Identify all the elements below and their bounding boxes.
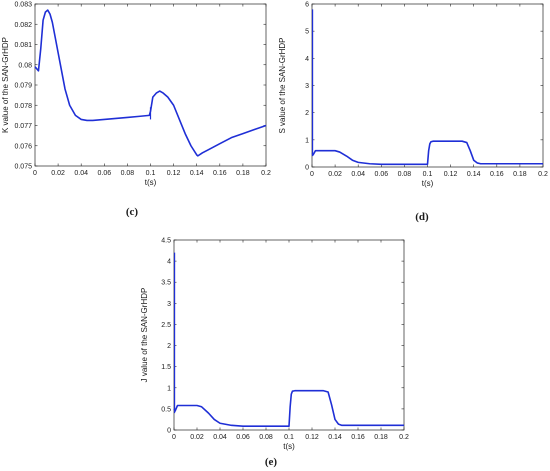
x-tick-label: 0.08: [259, 434, 273, 441]
y-tick-label: 3.5: [161, 280, 171, 287]
x-tick-label: 0: [172, 434, 176, 441]
panel-label: (d): [415, 211, 429, 223]
y-tick-label: 0.083: [14, 2, 32, 9]
x-tick-label: 0.06: [97, 170, 111, 177]
x-tick-label: 0.02: [190, 434, 204, 441]
x-tick-label: 0: [310, 171, 314, 178]
x-tick-label: 0.02: [328, 171, 342, 178]
x-tick-label: 0.04: [213, 434, 227, 441]
x-tick-label: 0.18: [374, 434, 388, 441]
y-tick-label: 4: [167, 259, 171, 266]
y-tick-label: 4.5: [161, 238, 171, 245]
x-tick-label: 0.02: [51, 170, 65, 177]
y-tick-label: 0.078: [14, 103, 32, 110]
x-tick-label: 0.16: [490, 171, 504, 178]
y-tick-label: 2: [167, 343, 171, 350]
series-line: [311, 140, 543, 166]
plot-frame: [311, 3, 544, 168]
y-tick-label: 1: [305, 137, 309, 144]
y-tick-label: 0.5: [161, 406, 171, 413]
series-line: [34, 9, 267, 157]
x-tick-label: 0.04: [74, 170, 88, 177]
x-axis-label: t(s): [422, 179, 434, 188]
x-tick-label: 0.16: [213, 170, 227, 177]
x-tick-label: 0.2: [538, 171, 548, 178]
x-tick-label: 0.12: [305, 434, 319, 441]
y-tick-label: 5: [305, 29, 309, 36]
panel-label: (e): [265, 456, 278, 468]
x-tick-label: 0.04: [351, 171, 365, 178]
x-tick-label: 0.16: [351, 434, 365, 441]
x-tick-label: 0.2: [261, 170, 271, 177]
y-tick-label: 1.5: [161, 364, 171, 371]
x-tick-label: 0.06: [374, 171, 388, 178]
y-axis-label: S value of the SAN-GrHDP: [278, 37, 287, 133]
y-tick-label: 0.08: [18, 62, 32, 69]
x-tick-label: 0.18: [236, 170, 250, 177]
y-axis-label: K value of the SAN-GrHDP: [1, 37, 10, 133]
chart-panel: 0 0.02 0.04 0.06 0.08 0.1 0.12 0.14 0.16 0.18 0.2 0…: [140, 238, 409, 469]
y-tick-label: 0.079: [14, 83, 32, 90]
y-tick-label: 0: [305, 165, 309, 172]
x-tick-label: 0.1: [423, 171, 433, 178]
y-tick-label: 0: [167, 428, 171, 435]
x-axis-label: t(s): [145, 178, 157, 187]
y-axis-label: J value of the SAN-GrHDP: [140, 288, 149, 383]
x-tick-label: 0.14: [467, 171, 481, 178]
plot-frame: [173, 239, 405, 431]
y-tick-label: 0.081: [14, 42, 32, 49]
x-tick-label: 0.12: [167, 170, 181, 177]
x-tick-label: 0.14: [328, 434, 342, 441]
panel-label: (c): [126, 206, 139, 218]
y-tick-label: 2.5: [161, 322, 171, 329]
y-tick-label: 0.077: [14, 123, 32, 130]
x-tick-label: 0.08: [121, 170, 135, 177]
y-tick-label: 4: [305, 56, 309, 63]
plot-frame: [34, 3, 267, 167]
y-tick-label: 3: [167, 301, 171, 308]
chart-panel: 0 0.02 0.04 0.06 0.08 0.1 0.12 0.14 0.16 0.18 0.2 0…: [278, 2, 548, 224]
y-tick-label: 0.082: [14, 22, 32, 29]
chart-panel: 0 0.02 0.04 0.06 0.08 0.1 0.12 0.14 0.16 0.18 0.2 0…: [1, 2, 271, 219]
x-tick-label: 0.18: [513, 171, 527, 178]
x-tick-label: 0.06: [236, 434, 250, 441]
y-tick-label: 6: [305, 2, 309, 9]
x-tick-label: 0.08: [398, 171, 412, 178]
y-tick-label: 1: [167, 385, 171, 392]
x-tick-label: 0: [33, 170, 37, 177]
x-tick-label: 0.2: [399, 434, 409, 441]
x-tick-label: 0.1: [284, 434, 294, 441]
series-line: [173, 389, 404, 428]
y-tick-label: 2: [305, 110, 309, 117]
x-axis-label: t(s): [283, 442, 295, 451]
x-tick-label: 0.1: [146, 170, 156, 177]
x-tick-label: 0.14: [190, 170, 204, 177]
y-tick-label: 0.075: [14, 164, 32, 171]
x-tick-label: 0.12: [444, 171, 458, 178]
y-tick-label: 0.076: [14, 143, 32, 150]
y-tick-label: 3: [305, 83, 309, 90]
